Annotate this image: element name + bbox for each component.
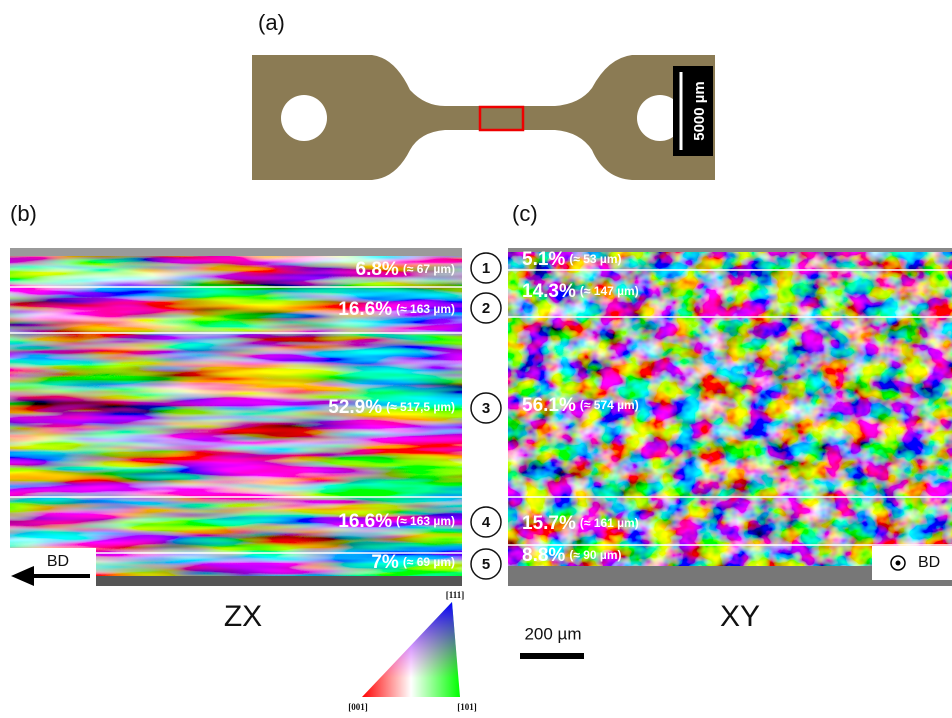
layer-thickness: (≈ 574 µm): [580, 398, 639, 412]
ebsd-map: [10, 255, 462, 577]
layer-fraction: 14.3%: [522, 281, 576, 302]
layer-thickness: (≈ 90 µm): [569, 548, 621, 562]
ipf-label: [111]: [446, 590, 465, 600]
layer-number: 3: [482, 400, 490, 417]
panel-label: (b): [10, 201, 37, 226]
direction-label: BD: [918, 554, 940, 571]
layer-fraction: 7%: [371, 552, 399, 573]
layer-fraction: 56.1%: [522, 395, 576, 416]
scale-bar: [520, 653, 584, 659]
layer-thickness: (≈ 147 µm): [580, 284, 639, 298]
ipf-label: [001]: [348, 702, 368, 712]
out-of-plane-symbol: [896, 561, 901, 566]
layer-fraction: 52.9%: [328, 397, 382, 418]
layer-fraction: 16.6%: [338, 511, 392, 532]
direction-label: BD: [47, 553, 69, 570]
plane-label: XY: [720, 600, 760, 633]
layer-fraction: 15.7%: [522, 513, 576, 534]
layer-thickness: (≈ 53 µm): [569, 252, 621, 266]
layer-fraction: 8.8%: [522, 545, 565, 566]
layer-thickness: (≈ 163 µm): [396, 302, 455, 316]
layer-fraction: 5.1%: [522, 249, 565, 270]
plane-label: ZX: [224, 600, 262, 633]
map-edge: [10, 248, 462, 256]
layer-thickness: (≈ 67 µm): [403, 262, 455, 276]
panel-label: (a): [258, 10, 285, 35]
figure: (a) 5000 µm (b) 6.8% (≈ 67 µm) 16.6% (≈ 163…: [0, 0, 952, 718]
hole: [281, 95, 327, 141]
layer-thickness: (≈ 69 µm): [403, 555, 455, 569]
layer-number: 5: [482, 556, 490, 573]
layer-number: 2: [482, 300, 490, 317]
layer-number: 1: [482, 260, 490, 277]
layer-fraction: 16.6%: [338, 299, 392, 320]
ipf-label: [101]: [457, 702, 477, 712]
scale-bar-label: 200 µm: [524, 624, 581, 643]
panel-label: (c): [512, 201, 538, 226]
layer-number: 4: [482, 514, 491, 531]
layer-thickness: (≈ 161 µm): [580, 516, 639, 530]
layer-thickness: (≈ 163 µm): [396, 514, 455, 528]
layer-thickness: (≈ 517,5 µm): [386, 400, 455, 414]
scale-bar-label: 5000 µm: [691, 81, 708, 141]
layer-fraction: 6.8%: [356, 259, 399, 280]
ipf-triangle: [362, 602, 460, 697]
